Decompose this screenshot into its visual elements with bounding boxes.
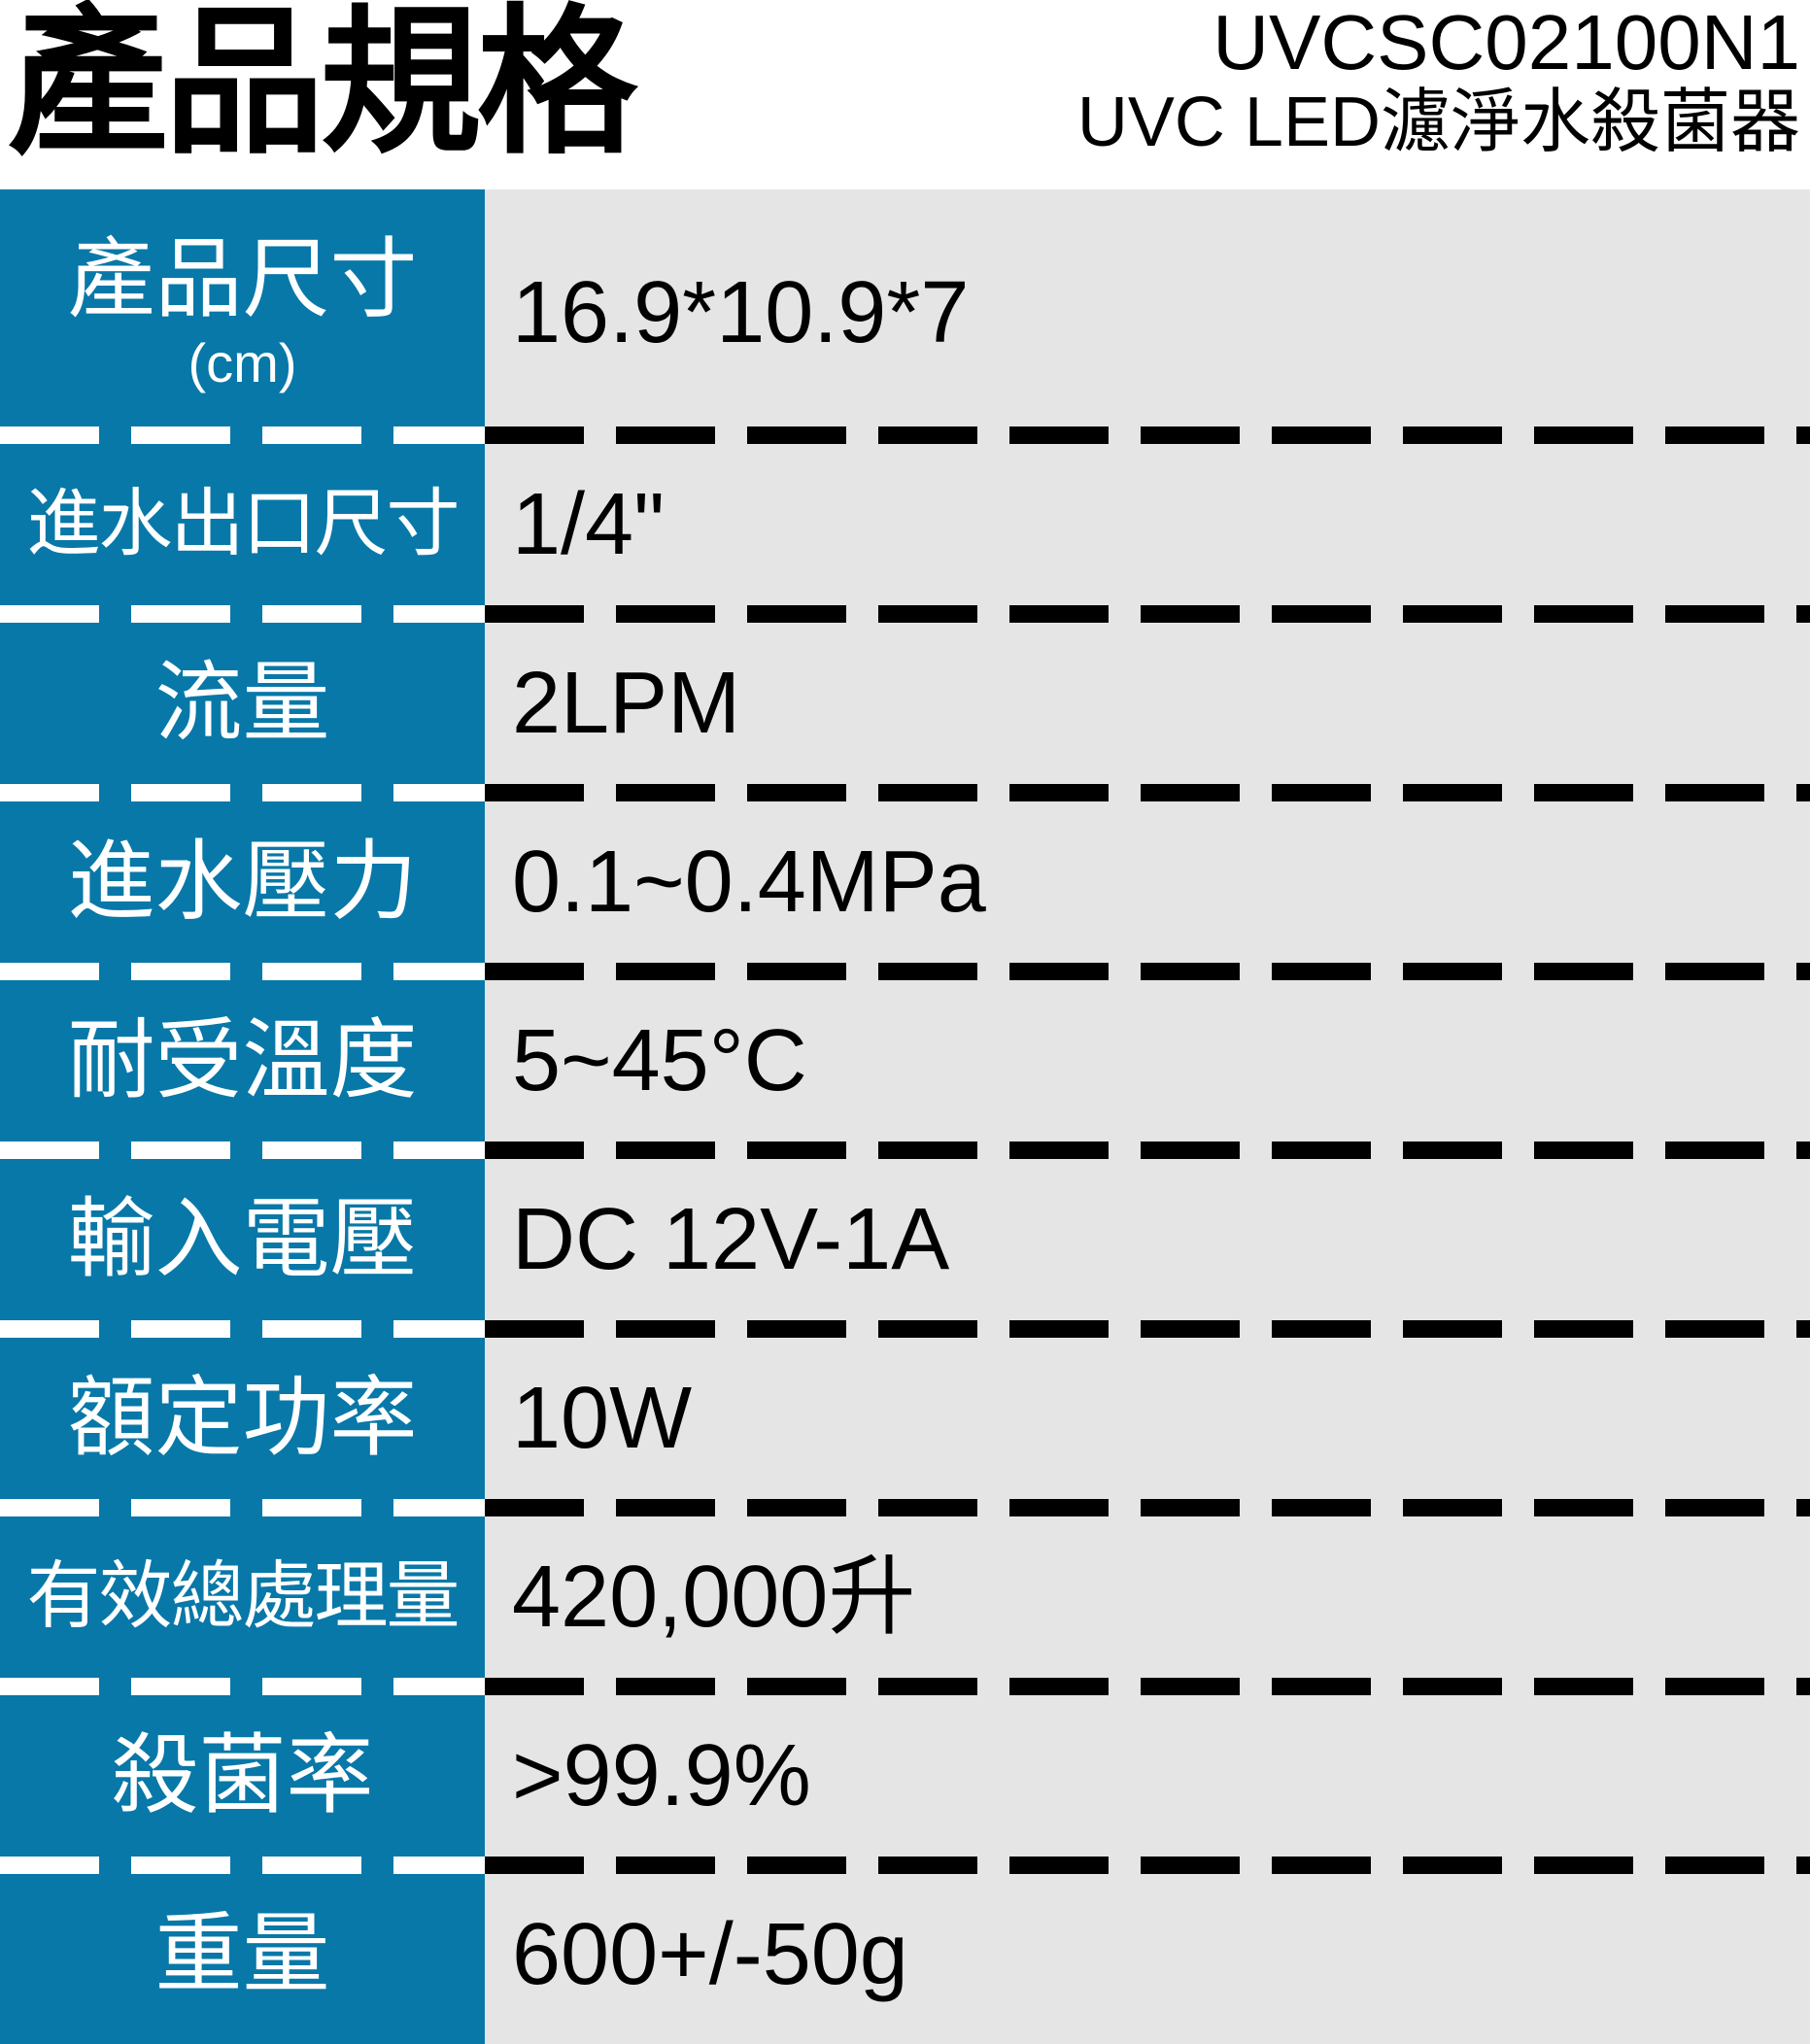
spec-row: 輸入電壓 DC 12V-1A	[0, 1141, 1810, 1329]
spec-value: 1/4"	[512, 476, 666, 573]
spec-label-cell: 進水壓力	[0, 793, 485, 971]
spec-label-cell: 有效總處理量	[0, 1508, 485, 1686]
spec-label-unit: (cm)	[188, 331, 297, 393]
page-header: 產品規格 UVCSC02100N1 UVC LED濾淨水殺菌器	[0, 0, 1810, 189]
product-name: UVC LED濾淨水殺菌器	[1076, 84, 1800, 161]
spec-row: 殺菌率 >99.9%	[0, 1678, 1810, 1865]
model-number: UVCSC02100N1	[1212, 0, 1800, 85]
spec-value: 600+/-50g	[512, 1906, 908, 2003]
spec-label: 額定功率	[67, 1370, 418, 1467]
spec-value: 2LPM	[512, 655, 741, 752]
spec-value: 16.9*10.9*7	[512, 263, 970, 361]
spec-label: 產品尺寸	[67, 230, 418, 328]
spec-row: 產品尺寸 (cm) 16.9*10.9*7	[0, 189, 1810, 435]
spec-row: 額定功率 10W	[0, 1320, 1810, 1508]
spec-label-cell: 重量	[0, 1865, 485, 2044]
spec-label: 重量	[154, 1906, 330, 2003]
spec-value-cell: 600+/-50g	[485, 1865, 1810, 2044]
spec-label-cell: 進水出口尺寸	[0, 435, 485, 614]
spec-label-cell: 產品尺寸 (cm)	[0, 189, 485, 435]
page-title: 產品規格	[8, 0, 637, 172]
spec-value: 0.1~0.4MPa	[512, 834, 986, 931]
spec-value-cell: 2LPM	[485, 614, 1810, 793]
spec-label: 流量	[154, 655, 330, 752]
spec-label: 輸入電壓	[67, 1191, 418, 1288]
spec-label: 殺菌率	[111, 1727, 374, 1824]
spec-table: 產品尺寸 (cm) 16.9*10.9*7 進水出口尺寸 1/4" 流量 2	[0, 189, 1810, 2044]
spec-value: >99.9%	[512, 1727, 811, 1824]
spec-label-cell: 殺菌率	[0, 1686, 485, 1865]
spec-row: 耐受溫度 5~45°C	[0, 963, 1810, 1150]
spec-label: 進水出口尺寸	[26, 483, 461, 565]
spec-row: 進水壓力 0.1~0.4MPa	[0, 784, 1810, 971]
spec-value-cell: DC 12V-1A	[485, 1150, 1810, 1329]
spec-value-cell: >99.9%	[485, 1686, 1810, 1865]
spec-value-cell: 0.1~0.4MPa	[485, 793, 1810, 971]
spec-label-cell: 額定功率	[0, 1329, 485, 1508]
spec-row: 重量 600+/-50g	[0, 1857, 1810, 2044]
spec-label: 耐受溫度	[67, 1012, 418, 1109]
spec-value-cell: 420,000升	[485, 1508, 1810, 1686]
spec-value-cell: 10W	[485, 1329, 1810, 1508]
spec-value: 10W	[512, 1370, 693, 1467]
spec-label: 有效總處理量	[26, 1555, 461, 1638]
spec-value: 420,000升	[512, 1549, 916, 1646]
spec-row: 流量 2LPM	[0, 605, 1810, 793]
spec-value-cell: 16.9*10.9*7	[485, 189, 1810, 435]
spec-row: 進水出口尺寸 1/4"	[0, 426, 1810, 614]
spec-label-cell: 流量	[0, 614, 485, 793]
spec-label-cell: 輸入電壓	[0, 1150, 485, 1329]
spec-label-cell: 耐受溫度	[0, 971, 485, 1150]
product-identity: UVCSC02100N1 UVC LED濾淨水殺菌器	[1076, 0, 1800, 162]
spec-label: 進水壓力	[67, 834, 418, 931]
spec-value-cell: 1/4"	[485, 435, 1810, 614]
spec-row: 有效總處理量 420,000升	[0, 1499, 1810, 1686]
spec-value: DC 12V-1A	[512, 1191, 950, 1288]
spec-value: 5~45°C	[512, 1012, 807, 1109]
spec-value-cell: 5~45°C	[485, 971, 1810, 1150]
